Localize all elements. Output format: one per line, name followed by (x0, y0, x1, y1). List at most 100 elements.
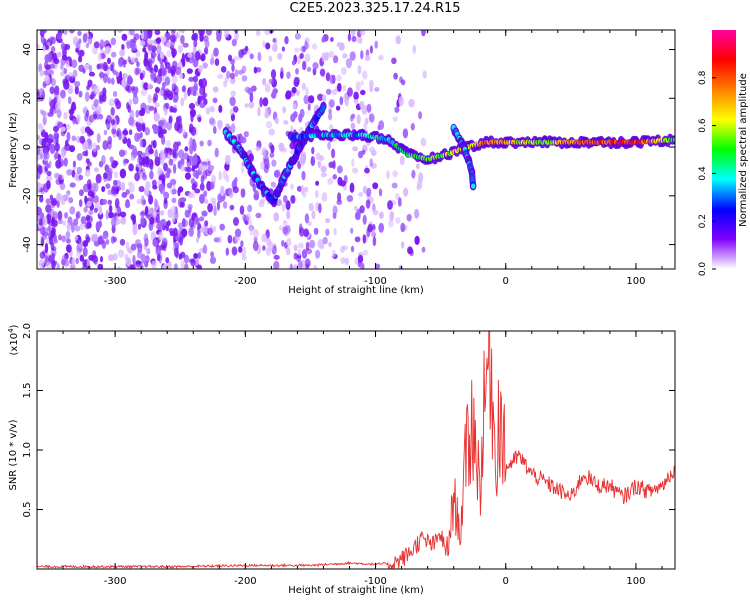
noise-speckle (399, 76, 403, 84)
noise-speckle (110, 107, 115, 116)
noise-speckle (114, 160, 119, 167)
noise-speckle (115, 218, 121, 225)
noise-speckle (362, 249, 369, 256)
noise-speckle (135, 259, 141, 268)
noise-speckle (143, 188, 150, 196)
noise-speckle (105, 209, 110, 220)
noise-speckle (167, 167, 171, 175)
colorbar: 0.0 0.2 0.4 0.6 0.8 Normalized spectral ampl… (698, 30, 749, 276)
noise-speckle (293, 244, 298, 252)
noise-speckle (197, 230, 201, 239)
noise-speckle (398, 96, 404, 107)
noise-speckle (75, 211, 81, 219)
x-tick-label: 100 (626, 276, 645, 287)
noise-speckle (161, 119, 168, 130)
noise-speckle (313, 227, 319, 235)
noise-speckle (142, 199, 146, 206)
noise-speckle (392, 170, 399, 178)
noise-speckle (209, 256, 217, 265)
y-tick-label: 1.5 (22, 383, 33, 399)
noise-speckle (183, 254, 190, 264)
noise-speckle (45, 68, 52, 76)
noise-speckle (367, 224, 374, 233)
noise-speckle (111, 119, 116, 126)
noise-speckle (188, 192, 193, 199)
noise-speckle (406, 213, 412, 222)
noise-speckle (356, 114, 361, 125)
noise-speckle (389, 211, 395, 221)
noise-speckle (97, 263, 104, 269)
noise-speckle (179, 201, 185, 208)
noise-speckle (197, 65, 203, 73)
noise-speckle (199, 164, 205, 172)
noise-speckle (262, 40, 266, 48)
noise-speckle (82, 259, 87, 268)
noise-speckle (240, 136, 247, 144)
noise-speckle (273, 254, 280, 260)
noise-speckle (420, 137, 427, 147)
noise-speckle (354, 236, 361, 243)
noise-speckle (57, 210, 63, 221)
noise-speckle (372, 236, 377, 247)
noise-speckle (332, 160, 336, 170)
noise-speckle (231, 63, 235, 72)
noise-speckle (64, 74, 70, 80)
noise-speckle (232, 186, 239, 194)
noise-speckle (132, 94, 139, 105)
noise-speckle (177, 187, 181, 197)
snr-y-axis-label: SNR (10 * v/v) (8, 419, 19, 490)
noise-speckle (120, 211, 127, 218)
snr-ticks: -300 -200 -100 0 100 0.5 1.0 1.5 2.0 (22, 323, 675, 587)
noise-speckle (313, 264, 318, 269)
noise-speckle (39, 251, 46, 259)
noise-speckle (76, 114, 81, 124)
noise-speckle (56, 51, 62, 58)
noise-speckle (214, 58, 220, 66)
spectrogram-x-axis-label: Height of straight line (km) (288, 285, 424, 296)
noise-speckle (356, 209, 361, 218)
noise-speckle (60, 126, 66, 132)
noise-speckle (256, 30, 261, 36)
noise-speckle (241, 254, 247, 261)
noise-speckle (63, 67, 68, 75)
noise-speckle (63, 112, 68, 120)
noise-speckle (76, 251, 82, 257)
noise-speckle (292, 103, 297, 110)
noise-speckle (37, 206, 42, 216)
noise-speckle (282, 147, 287, 153)
noise-speckle (387, 200, 393, 210)
noise-speckle (82, 246, 88, 257)
noise-speckle (319, 68, 326, 77)
noise-speckle (290, 183, 294, 190)
noise-speckle (285, 246, 291, 256)
noise-speckle (329, 99, 335, 108)
noise-speckle (239, 205, 245, 215)
noise-speckle (163, 191, 170, 200)
ridge-branch-mark (471, 183, 476, 189)
noise-speckle (378, 222, 385, 233)
noise-speckle (165, 140, 172, 148)
noise-speckle (132, 263, 136, 269)
noise-speckle (213, 237, 220, 243)
noise-speckle (90, 84, 97, 92)
noise-speckle (206, 180, 212, 192)
noise-speckle (193, 82, 198, 92)
noise-speckle (296, 89, 300, 97)
noise-speckle (199, 193, 205, 204)
noise-speckle (257, 51, 262, 62)
noise-speckle (72, 69, 78, 78)
noise-speckle (395, 217, 401, 224)
noise-speckle (357, 255, 364, 263)
noise-speckle (222, 201, 228, 209)
noise-speckle (153, 64, 159, 73)
noise-speckle (96, 133, 101, 144)
spectrogram-frame (36, 29, 676, 270)
noise-speckle (374, 87, 380, 92)
noise-speckle (79, 135, 86, 144)
noise-speckle (351, 35, 357, 43)
noise-speckle (344, 257, 349, 265)
noise-speckle (51, 259, 56, 269)
noise-speckle (207, 167, 214, 173)
noise-speckle (145, 205, 149, 216)
